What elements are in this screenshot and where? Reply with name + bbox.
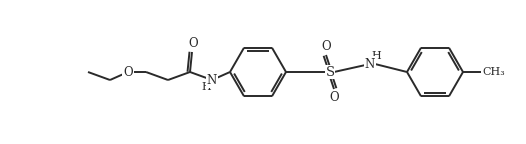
Text: O: O: [321, 40, 331, 53]
Text: O: O: [123, 66, 133, 78]
Text: CH₃: CH₃: [482, 67, 505, 77]
Text: O: O: [188, 37, 198, 50]
Text: N: N: [365, 57, 375, 71]
Text: H: H: [201, 82, 211, 92]
Text: N: N: [207, 73, 217, 87]
Text: O: O: [329, 91, 339, 104]
Text: H: H: [371, 51, 381, 61]
Text: S: S: [326, 66, 335, 78]
